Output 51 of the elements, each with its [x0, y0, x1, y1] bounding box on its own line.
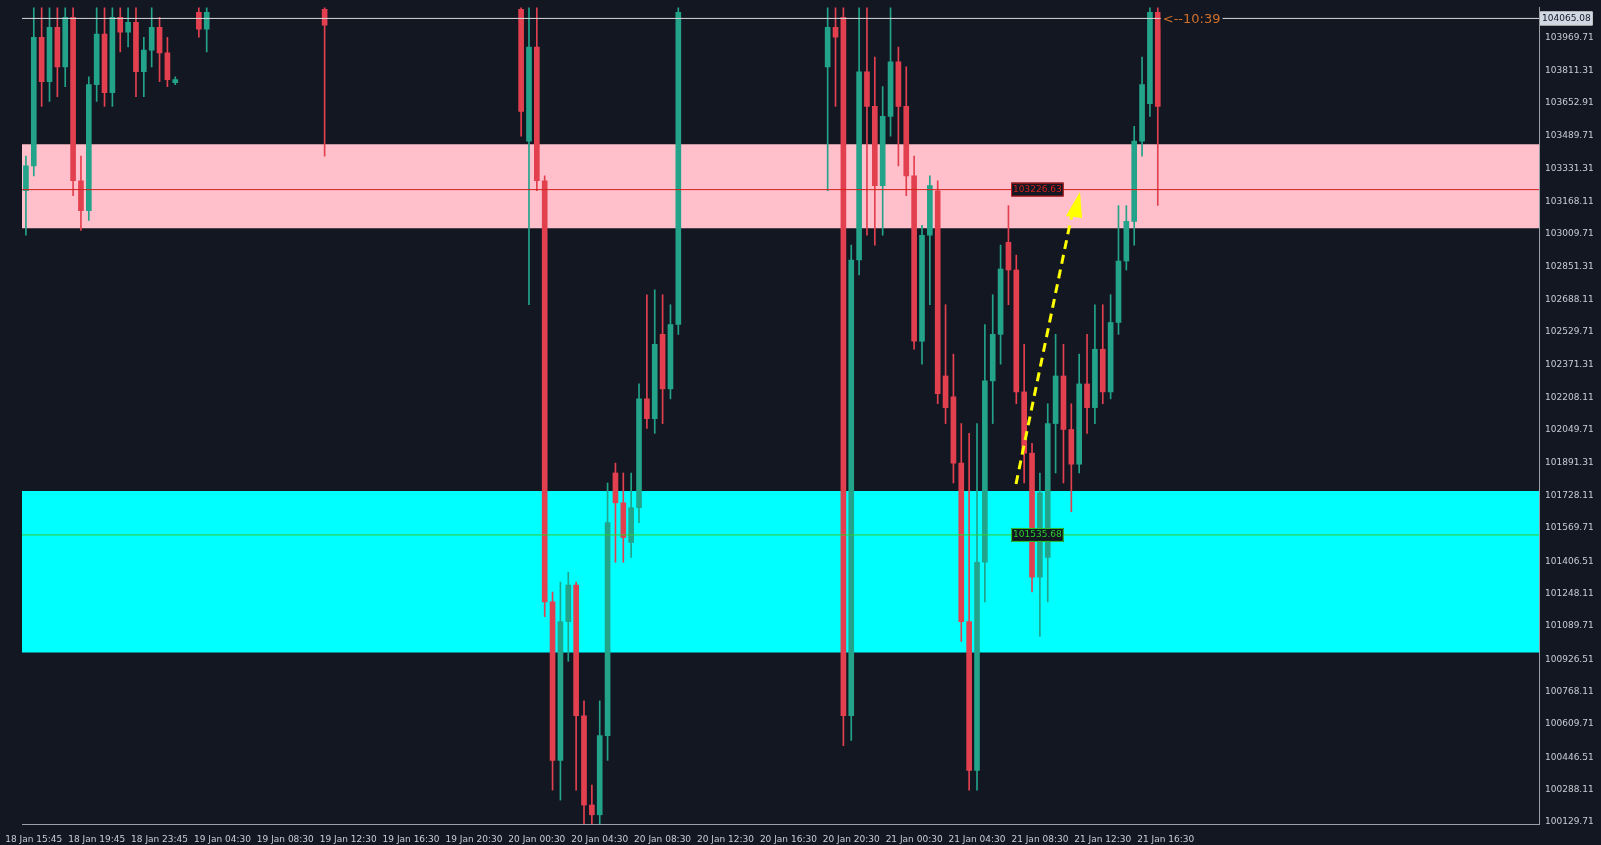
- y-tick-label: 103652.91: [1545, 96, 1594, 107]
- ref-line-label: 103226.63: [1013, 183, 1062, 194]
- candlestick: [864, 7, 870, 236]
- ref-line-label: 104065.08: [1542, 12, 1591, 23]
- y-tick-label: 103969.71: [1545, 32, 1594, 43]
- y-tick-label: 103331.31: [1545, 162, 1594, 173]
- x-tick-label: 19 Jan 04:30: [193, 833, 252, 844]
- y-tick-label: 101089.71: [1545, 620, 1594, 631]
- y-tick-label: 102208.11: [1545, 391, 1594, 402]
- y-tick-label: 100609.71: [1545, 718, 1594, 729]
- y-tick-label: 101406.51: [1545, 555, 1594, 566]
- y-tick-label: 102688.11: [1545, 293, 1594, 304]
- x-tick-label: 20 Jan 16:30: [759, 833, 818, 844]
- x-tick-label: 21 Jan 00:30: [885, 833, 943, 844]
- x-tick-label: 21 Jan 12:30: [1074, 833, 1132, 844]
- x-tick-label: 20 Jan 08:30: [634, 833, 692, 844]
- y-tick-label: 100768.11: [1545, 686, 1594, 696]
- y-tick-label: 103489.71: [1545, 130, 1594, 141]
- y-tick-label: 102529.71: [1545, 326, 1594, 337]
- x-tick-label: 21 Jan 08:30: [1011, 833, 1069, 844]
- x-tick-label: 20 Jan 12:30: [696, 833, 755, 844]
- x-tick-label: 19 Jan 08:30: [256, 833, 315, 844]
- candlestick: [1084, 334, 1090, 434]
- y-tick-label: 103811.31: [1545, 64, 1594, 75]
- y-tick-label: 102851.31: [1545, 260, 1594, 271]
- y-tick-label: 102049.71: [1545, 424, 1594, 435]
- y-tick-label: 103168.11: [1545, 195, 1594, 206]
- y-tick-label: 100288.11: [1545, 784, 1594, 795]
- x-tick-label: 20 Jan 20:30: [822, 833, 881, 844]
- annotation: <--10:39: [1162, 10, 1221, 26]
- y-tick-label: 100926.51: [1545, 653, 1594, 664]
- x-tick-label: 20 Jan 00:30: [508, 833, 566, 844]
- y-tick-label: 103009.71: [1545, 228, 1594, 239]
- y-tick-label: 100129.71: [1545, 816, 1594, 827]
- x-tick-label: 21 Jan 04:30: [948, 833, 1006, 844]
- x-tick-label: 18 Jan 19:45: [68, 833, 126, 844]
- y-tick-label: 101248.11: [1545, 587, 1594, 598]
- x-tick-label: 20 Jan 04:30: [571, 833, 629, 844]
- y-tick-label: 100446.51: [1545, 751, 1594, 762]
- x-tick-label: 19 Jan 16:30: [382, 833, 440, 844]
- ref-line-label: 101535.68: [1013, 529, 1063, 540]
- candlestick: [644, 294, 650, 429]
- y-tick-label: 102371.31: [1545, 358, 1594, 369]
- y-tick-label: 101891.31: [1545, 456, 1594, 467]
- x-tick-label: 18 Jan 23:45: [131, 833, 189, 844]
- x-tick-label: 19 Jan 12:30: [319, 833, 377, 844]
- y-tick-label: 101569.71: [1545, 522, 1594, 533]
- x-tick-label: 19 Jan 20:30: [445, 833, 503, 844]
- x-tick-label: 21 Jan 16:30: [1137, 833, 1195, 844]
- x-tick-label: 18 Jan 15:45: [5, 833, 63, 844]
- y-tick-label: 101728.11: [1545, 489, 1594, 500]
